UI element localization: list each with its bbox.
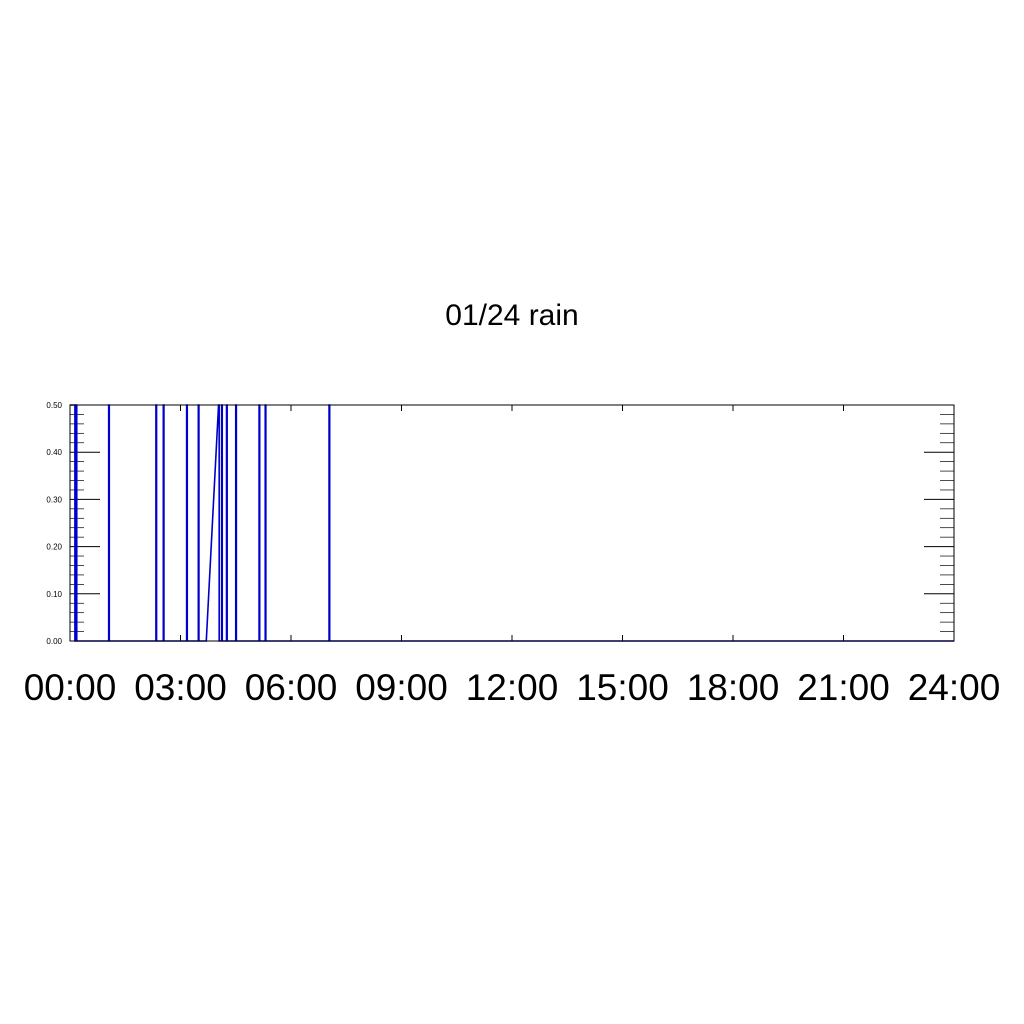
x-tick-label: 12:00 [466, 667, 559, 708]
x-tick-label: 15:00 [576, 667, 669, 708]
x-tick-label: 03:00 [134, 667, 227, 708]
x-tick-label: 09:00 [355, 667, 448, 708]
x-tick-label: 06:00 [245, 667, 338, 708]
rain-series-line [70, 404, 954, 642]
y-tick-label: 0.50 [46, 401, 62, 410]
x-axis-ticks: 00:00 03:00 06:00 09:00 12:00 15:00 18:00 21:00… [24, 405, 1001, 708]
x-tick-label: 24:00 [908, 667, 1001, 708]
chart-title: 01/24 rain [445, 299, 578, 332]
y-tick-label: 0.00 [46, 637, 62, 646]
x-tick-label: 18:00 [687, 667, 780, 708]
y-tick-label: 0.10 [46, 590, 62, 599]
y-tick-label: 0.20 [46, 543, 62, 552]
y-tick-label: 0.40 [46, 448, 62, 457]
plot-area [70, 404, 954, 642]
x-tick-label: 21:00 [797, 667, 890, 708]
y-tick-label: 0.30 [46, 495, 62, 504]
plot-frame [69, 404, 955, 642]
x-tick-label: 00:00 [24, 667, 117, 708]
